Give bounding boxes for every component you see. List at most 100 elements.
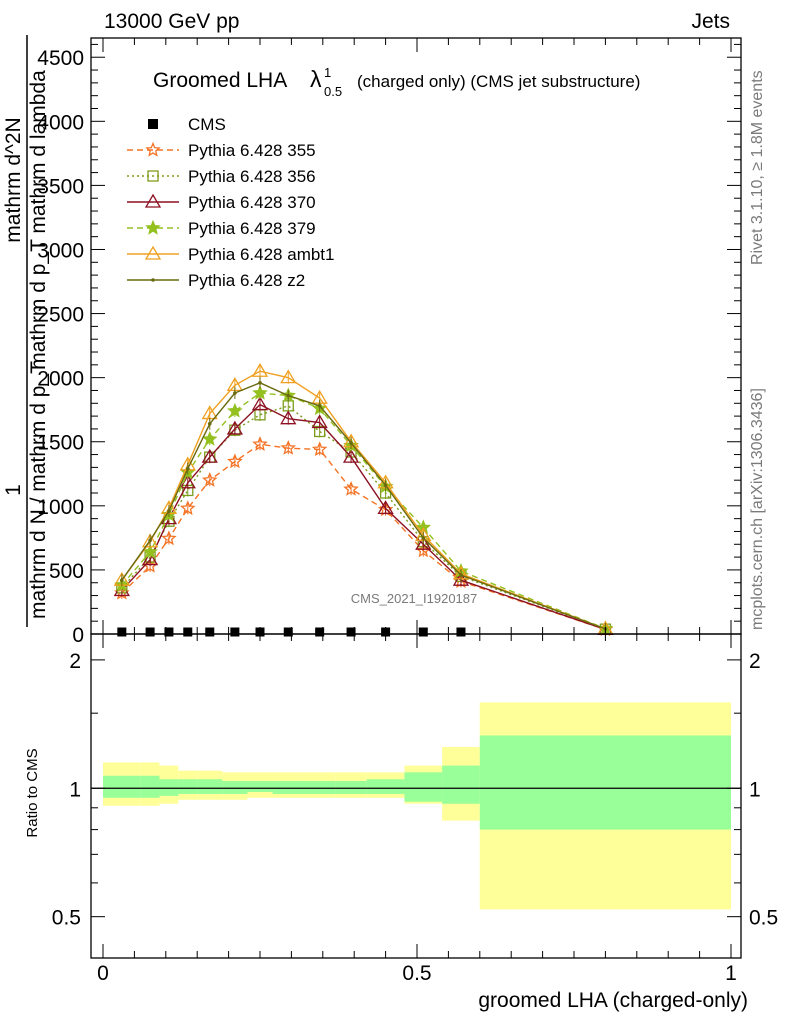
series-line (121, 382, 606, 630)
ratio-y-tick-label: 0.5 (52, 907, 81, 930)
legend-label: Pythia 6.428 379 (188, 219, 316, 238)
legend-label: Pythia 6.428 370 (188, 193, 316, 212)
ratio-y-tick-label: 1 (69, 778, 81, 801)
legend-marker (147, 170, 159, 182)
legend-entry-data: CMS (148, 115, 226, 134)
series-point (233, 391, 237, 395)
y-label-numerator: 1 (2, 484, 25, 496)
title-rest: (charged only) (CMS jet substructure) (357, 72, 640, 91)
lower-plot (91, 702, 741, 910)
series-point (202, 431, 218, 446)
ratio-y-tick-label-right: 2 (749, 650, 761, 673)
series-point (141, 551, 159, 566)
legend-entry: Pythia 6.428 370 (127, 193, 316, 212)
series-5 (120, 376, 608, 635)
upper-y-tick-label: 2000 (37, 368, 84, 391)
cms-data-point (315, 627, 325, 637)
series-point (251, 396, 269, 411)
stat-band-bin (140, 775, 160, 798)
series-point (286, 393, 291, 398)
legend-entry: Pythia 6.428 ambt1 (127, 245, 334, 264)
series-point (343, 481, 359, 496)
series-line (121, 443, 606, 631)
ratio-y-tick-label-right: 0.5 (749, 907, 778, 930)
cms-data-point (418, 627, 428, 637)
rivet-version-label: Rivet 3.1.10, ≥ 1.8M events (749, 70, 766, 265)
y-label-denominator-2: mathrm d p_T mathrm d lambda (27, 70, 50, 370)
stat-band-bin (247, 781, 273, 793)
cms-data-point (164, 627, 174, 637)
upper-y-tick-label: 3500 (37, 175, 84, 198)
legend-marker (144, 193, 162, 208)
legend-marker (145, 141, 161, 157)
ratio-y-tick-label: 2 (69, 650, 81, 673)
title-symbol: λ (310, 66, 322, 92)
stat-band-bin (159, 779, 179, 796)
series-point (141, 533, 159, 548)
title-main: Groomed LHA (153, 69, 287, 92)
series-point (280, 410, 297, 425)
legend-label: Pythia 6.428 z2 (188, 271, 305, 290)
upper-y-tick-label: 1000 (37, 496, 84, 519)
series-point (252, 384, 268, 400)
legend-label: Pythia 6.428 ambt1 (188, 245, 334, 264)
y-label-numerator-2: mathrm d^2N (2, 117, 25, 242)
series-point (459, 573, 463, 577)
upper-y-tick-label: 2500 (37, 304, 84, 327)
series-point (377, 500, 394, 515)
stat-band-bin (303, 781, 336, 794)
series-point (258, 380, 262, 385)
series-point (421, 536, 426, 540)
upper-y-tick-label: 4500 (37, 47, 84, 70)
upper-y-axis-label: 1 mathrm d N / mathrm d p_T mathrm d^2N … (2, 35, 50, 627)
cms-data-point (230, 627, 240, 637)
stat-band-bin (442, 765, 480, 804)
upper-y-tick-label: 3000 (37, 239, 84, 262)
stat-band-bin (222, 781, 248, 794)
upper-y-tick-label: 1500 (37, 432, 84, 455)
cms-data-point (205, 627, 215, 637)
series-point (311, 441, 328, 457)
legend: CMS Pythia 6.428 355 Pythia 6.428 356 Pythi… (127, 115, 334, 290)
series-point (383, 483, 388, 488)
legend-entry: Pythia 6.428 356 (127, 167, 316, 186)
series-point (201, 448, 218, 463)
x-tick-label: 1 (725, 962, 737, 985)
series-point (252, 436, 268, 451)
legend-label: CMS (188, 115, 226, 134)
legend-data-marker (148, 119, 158, 129)
series-point (142, 543, 158, 559)
upper-y-tick-label: 500 (49, 560, 84, 583)
series-point (202, 472, 218, 487)
upper-axes: 0 500 1000 1500 2000 2500 3000 3500 4000 4500 (37, 37, 742, 647)
ratio-y-label: Ratio to CMS (24, 748, 41, 837)
legend-entry: Pythia 6.428 355 (127, 141, 316, 160)
x-tick-label: 0 (97, 962, 109, 985)
stat-band-bin (103, 775, 141, 798)
series-point (311, 414, 328, 429)
stat-band-bin (479, 735, 731, 830)
series-point (415, 535, 432, 550)
stat-band-bin (404, 772, 443, 802)
mcplots-label: mcplots.cern.ch [arXiv:1306.3436] (749, 388, 766, 630)
legend-marker (144, 245, 162, 260)
stat-band-bin (197, 779, 223, 794)
header-energy-label: 13000 GeV pp (104, 10, 239, 33)
series-point (120, 578, 124, 582)
analysis-watermark: CMS_2021_I1920187 (351, 591, 478, 606)
legend-entry: Pythia 6.428 z2 (127, 271, 305, 290)
header-jets-label: Jets (691, 10, 730, 33)
stat-band-bin (272, 781, 304, 794)
legend-marker (145, 219, 161, 235)
cms-data-point (145, 627, 155, 637)
upper-y-tick-label: 4000 (37, 111, 84, 134)
title-subscript: 0.5 (324, 84, 342, 99)
x-tick-label: 0.5 (402, 962, 431, 985)
upper-y-tick-label: 0 (72, 624, 84, 647)
cms-data-point (283, 627, 293, 637)
series-point (342, 448, 360, 463)
title-superscript: 1 (324, 65, 331, 80)
cms-data-point (183, 627, 193, 637)
series-point (280, 440, 296, 455)
